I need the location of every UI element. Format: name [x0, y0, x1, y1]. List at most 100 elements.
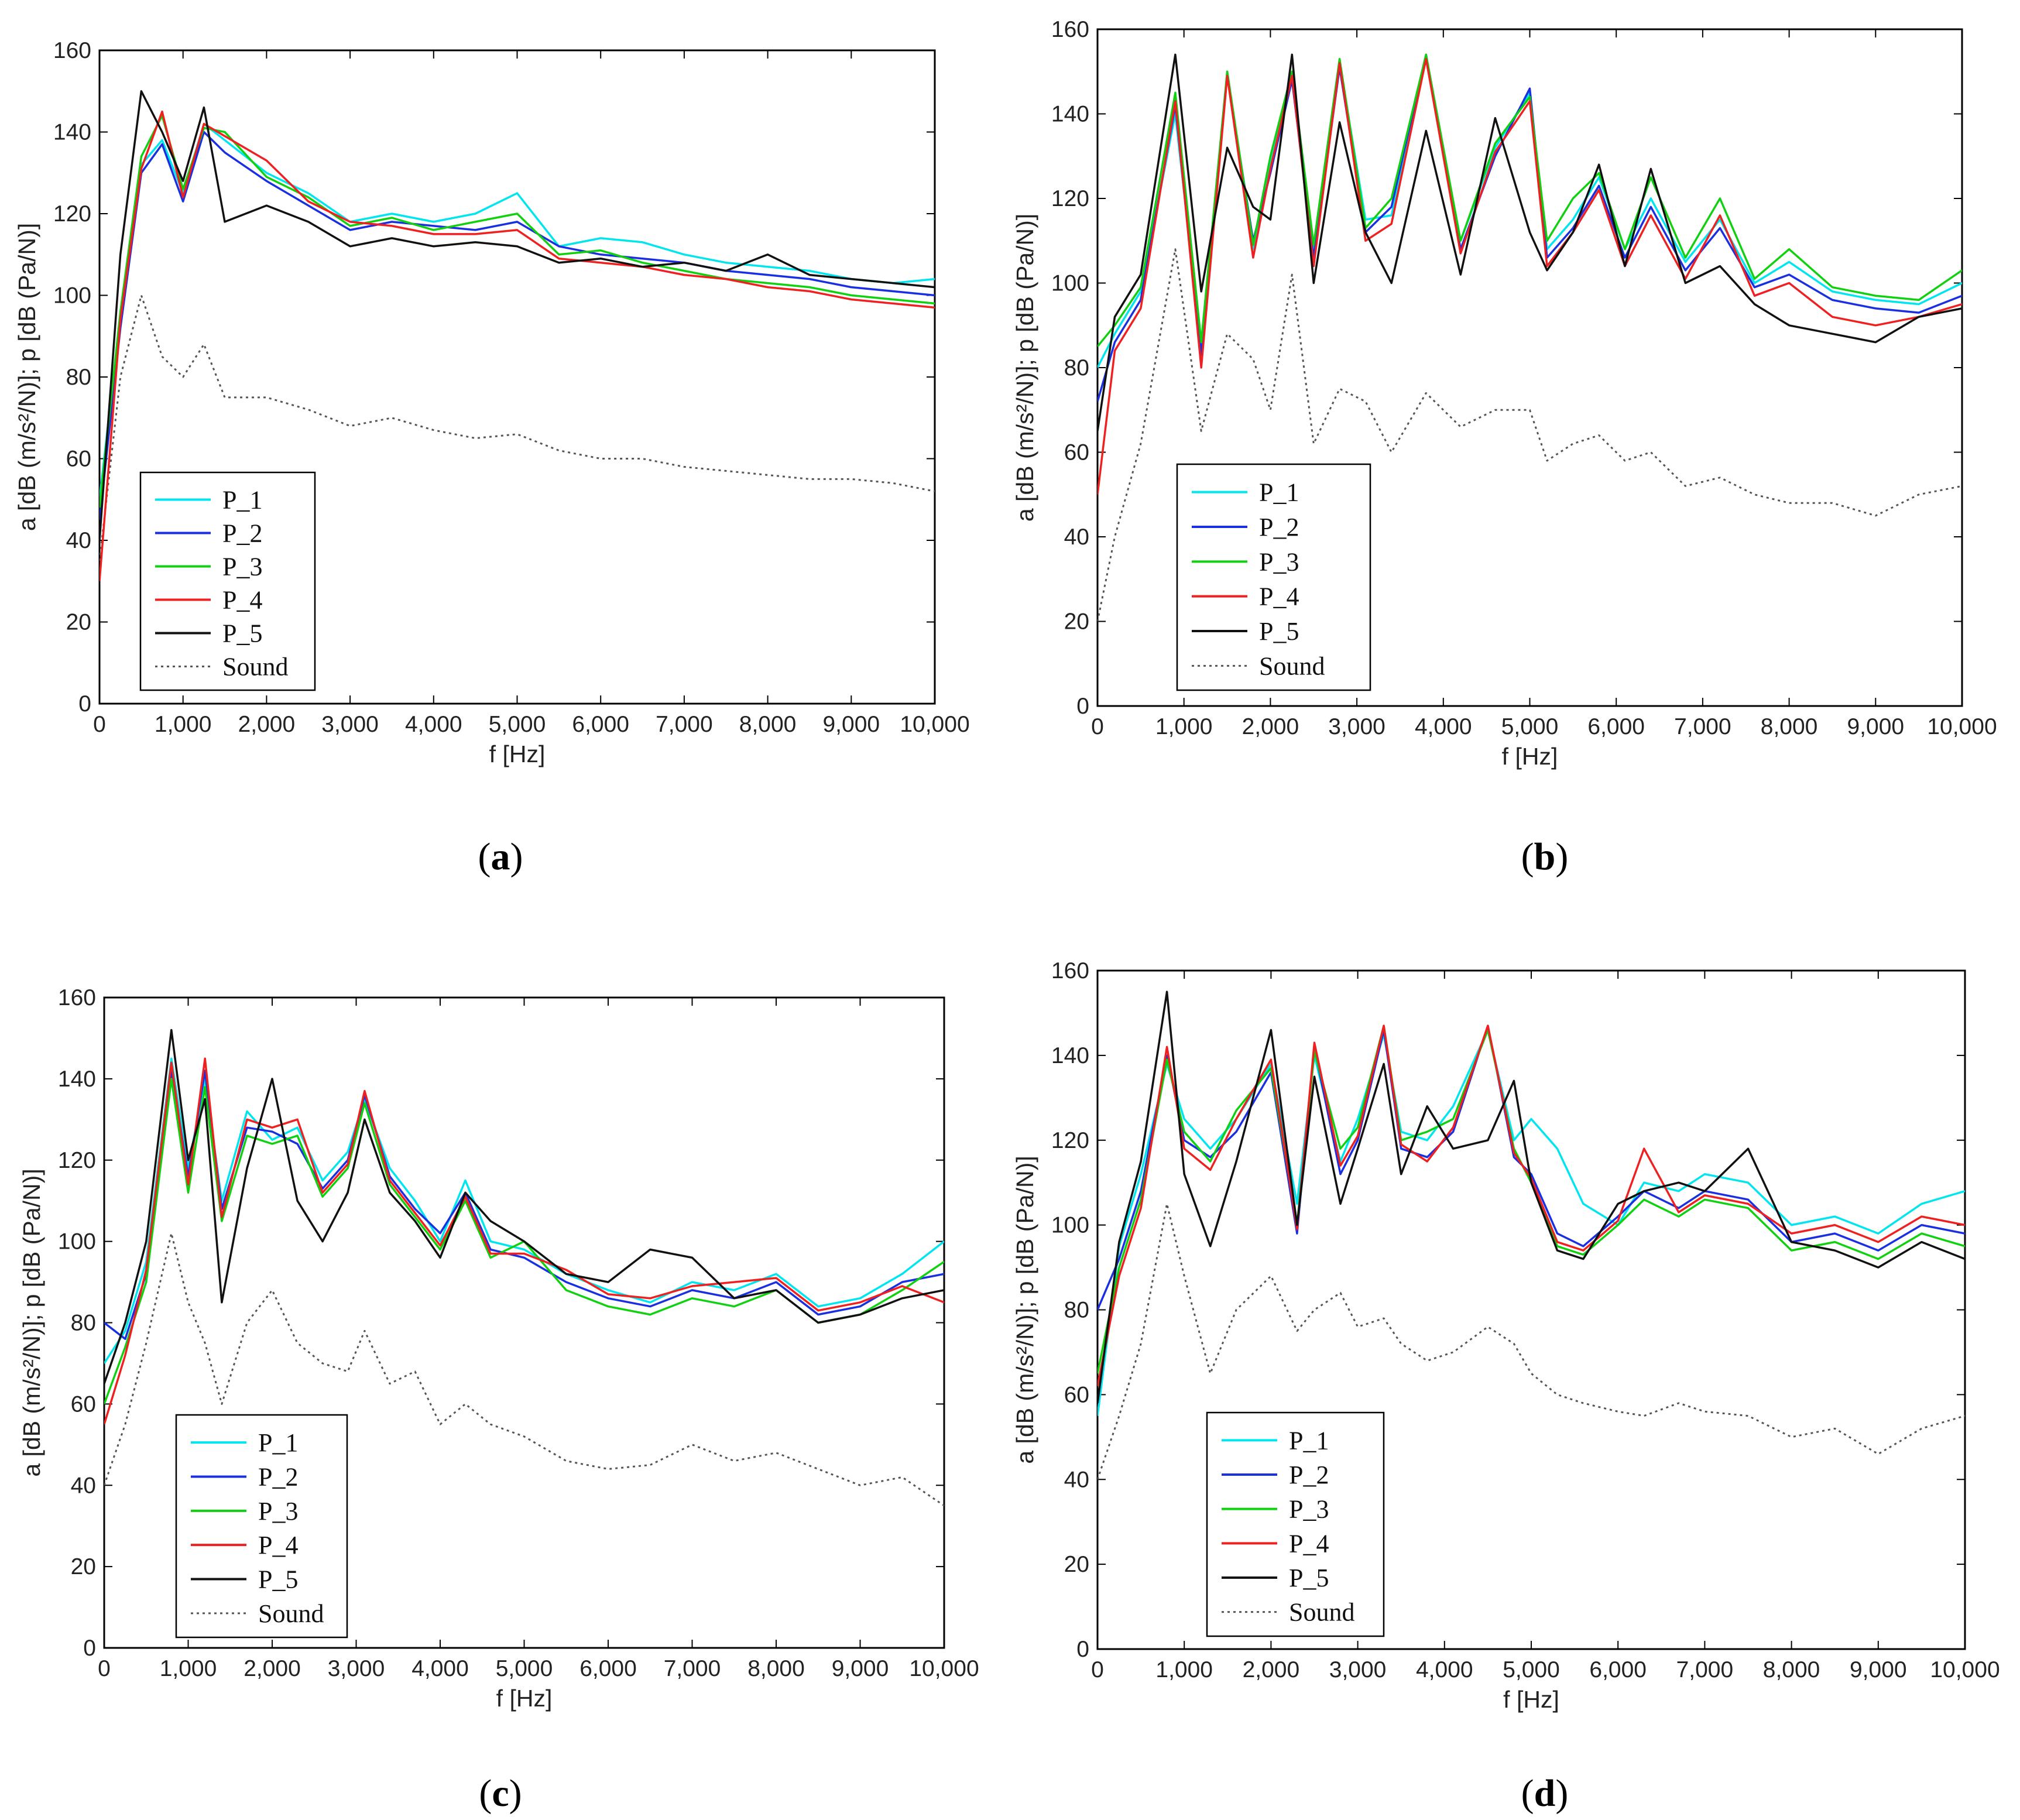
y-tick-label: 40	[66, 528, 91, 553]
x-tick-label: 9,000	[832, 1656, 889, 1681]
x-tick-label: 6,000	[1587, 714, 1645, 739]
caption-paren-open: (	[1521, 1772, 1534, 1815]
legend-label-p2: P_2	[222, 519, 262, 548]
y-tick-label: 80	[66, 365, 91, 390]
series-line-p4	[100, 110, 935, 581]
x-tick-label: 0	[93, 712, 106, 737]
y-tick-label: 60	[66, 447, 91, 472]
legend-label-p5: P_5	[258, 1565, 298, 1594]
y-tick-label: 60	[71, 1391, 96, 1417]
legend-label-p5: P_5	[1289, 1564, 1329, 1592]
caption-letter: b	[1534, 835, 1556, 878]
y-tick-label: 100	[58, 1229, 96, 1255]
y-axis-label: a [dB (m/s²/N)]; p [dB (Pa/N)]	[13, 223, 40, 531]
x-tick-label: 3,000	[1328, 714, 1385, 739]
x-tick-label: 8,000	[1761, 714, 1818, 739]
chart-panel-a: 0 1,000 2,000 3,000 4,000 5,000 6,000 7,000 8,00…	[13, 38, 970, 878]
legend-label-p1: P_1	[258, 1428, 298, 1457]
legend-label-sound: Sound	[258, 1599, 324, 1628]
x-tick-label: 7,000	[1676, 1657, 1734, 1682]
legend: P_1 P_2 P_3 P_4 P_5 Sound	[1176, 463, 1371, 691]
legend-box	[175, 1414, 348, 1639]
series-group	[1098, 53, 1962, 622]
x-tick-label: 10,000	[900, 712, 969, 737]
legend-label-sound: Sound	[222, 653, 288, 681]
x-tick-label: 4,000	[411, 1656, 469, 1681]
y-tick-label: 40	[1064, 525, 1089, 550]
panel-caption: (d)	[1521, 1772, 1569, 1815]
x-tick-label: 5,000	[1503, 1657, 1560, 1682]
caption-letter: d	[1534, 1772, 1556, 1815]
y-tick-label: 100	[1051, 271, 1089, 296]
y-axis-label: a [dB (m/s²/N)]; p [dB (Pa/N)]	[1011, 214, 1038, 522]
series-line-p2	[100, 131, 935, 520]
y-tick-label: 20	[71, 1554, 96, 1579]
x-tick-label: 4,000	[405, 712, 462, 737]
legend-label-p4: P_4	[258, 1531, 298, 1559]
legend: P_1 P_2 P_3 P_4 P_5 Sound	[175, 1414, 348, 1639]
x-axis-label: f [Hz]	[1503, 1686, 1559, 1713]
x-tick-label: 4,000	[1416, 1657, 1473, 1682]
y-tick-label: 100	[53, 283, 91, 309]
x-tick-label: 2,000	[244, 1656, 301, 1681]
legend-box	[1206, 1411, 1385, 1637]
series-group	[104, 1029, 944, 1507]
x-tick-label: 0	[1091, 1657, 1104, 1682]
legend-label-p3: P_3	[1259, 547, 1299, 576]
legend-label-p3: P_3	[222, 553, 262, 581]
y-tick-label: 80	[71, 1311, 96, 1336]
x-axis-label: f [Hz]	[489, 741, 546, 767]
x-tick-label: 6,000	[579, 1656, 637, 1681]
x-tick-label: 5,000	[489, 712, 546, 737]
series-group	[1098, 990, 1965, 1480]
series-line-p2	[1098, 1024, 1965, 1311]
y-tick-label: 60	[1064, 440, 1089, 465]
x-tick-label: 3,000	[1329, 1657, 1387, 1682]
legend-box	[139, 471, 316, 691]
y-tick-label: 120	[1051, 186, 1089, 211]
caption-paren-open: (	[1521, 835, 1534, 878]
panel-caption: (c)	[479, 1772, 522, 1815]
x-tick-label: 8,000	[747, 1656, 805, 1681]
y-tick-label: 120	[53, 201, 91, 227]
legend-label-p4: P_4	[1259, 582, 1299, 611]
x-tick-label: 0	[98, 1656, 111, 1681]
series-line-p5	[1098, 53, 1962, 431]
y-tick-label: 140	[1051, 1043, 1089, 1068]
series-group	[100, 90, 935, 581]
x-tick-label: 8,000	[1763, 1657, 1820, 1682]
legend-label-p1: P_1	[1259, 478, 1299, 507]
legend-label-p2: P_2	[258, 1463, 298, 1492]
caption-paren-open: (	[479, 1772, 492, 1815]
legend-label-p2: P_2	[1289, 1461, 1329, 1489]
x-tick-label: 1,000	[1155, 1657, 1213, 1682]
y-tick-label: 80	[1064, 355, 1089, 381]
x-tick-label: 9,000	[822, 712, 880, 737]
x-tick-label: 10,000	[909, 1656, 979, 1681]
legend-label-p5: P_5	[1259, 617, 1299, 646]
chart-panel-d: 0 1,000 2,000 3,000 4,000 5,000 6,000 7,000 8,00…	[1011, 958, 2000, 1815]
series-line-p4	[104, 1057, 944, 1425]
x-tick-label: 4,000	[1415, 714, 1472, 739]
x-tick-label: 6,000	[1589, 1657, 1647, 1682]
x-tick-label: 8,000	[739, 712, 797, 737]
legend-box	[1176, 463, 1371, 691]
y-tick-label: 160	[1051, 958, 1089, 983]
legend-label-p3: P_3	[258, 1497, 298, 1526]
x-tick-label: 10,000	[1930, 1657, 2000, 1682]
y-tick-label: 0	[78, 691, 91, 717]
x-tick-label: 9,000	[1847, 714, 1904, 739]
x-tick-label: 1,000	[1155, 714, 1213, 739]
legend-label-p5: P_5	[222, 619, 262, 648]
y-tick-label: 40	[1064, 1467, 1089, 1492]
y-tick-label: 100	[1051, 1213, 1089, 1238]
x-tick-label: 6,000	[572, 712, 629, 737]
x-tick-label: 2,000	[1242, 714, 1299, 739]
x-tick-label: 2,000	[1243, 1657, 1300, 1682]
y-tick-label: 40	[71, 1473, 96, 1498]
y-tick-label: 140	[1051, 102, 1089, 127]
y-axis-label: a [dB (m/s²/N)]; p [dB (Pa/N)]	[18, 1168, 45, 1476]
series-line-sound	[104, 1232, 944, 1507]
caption-letter: a	[491, 835, 510, 878]
series-line-p1	[1098, 1029, 1965, 1416]
